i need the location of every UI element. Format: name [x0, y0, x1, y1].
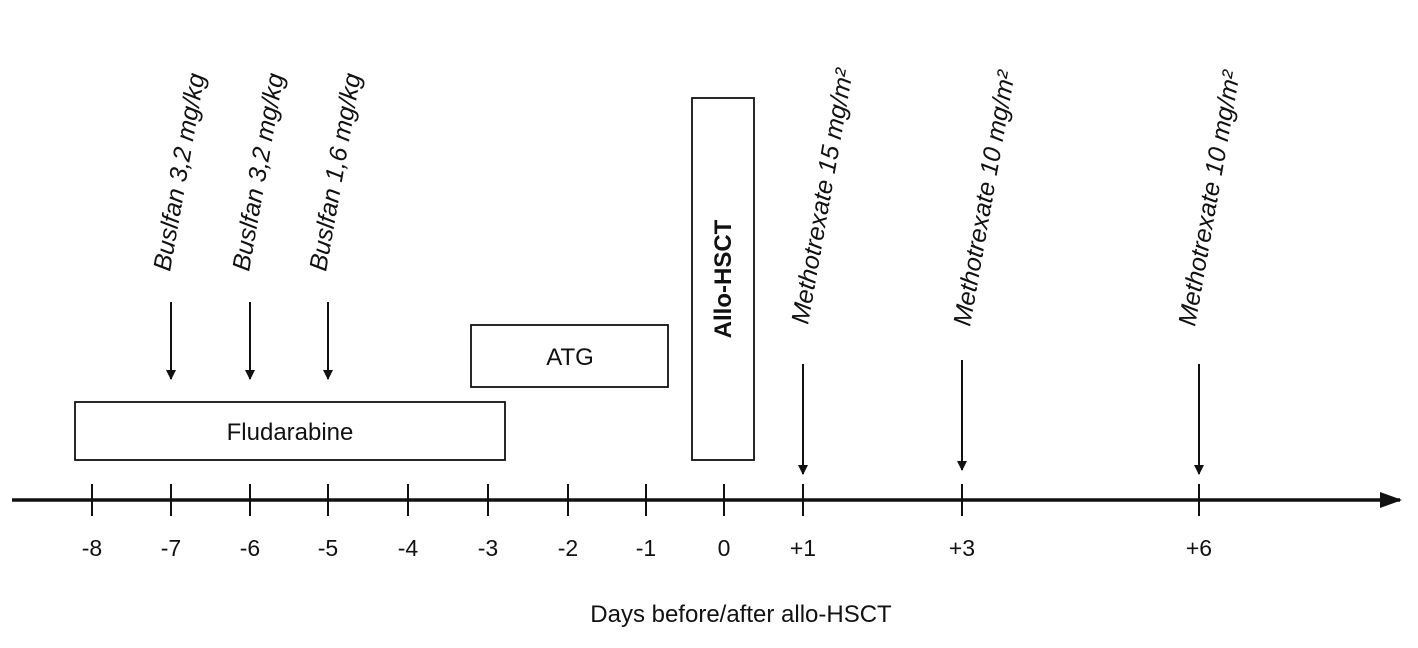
allo-hsct-box: Allo-HSCT [691, 97, 755, 461]
axis-title: Days before/after allo-HSCT [590, 601, 892, 628]
tick-label: +6 [1186, 535, 1212, 561]
busulfan-dose-label: Buslfan 3,2 mg/kg [227, 71, 289, 273]
allo-hsct-label: Allo-HSCT [710, 219, 737, 338]
tick-label: 0 [718, 535, 731, 561]
tick-label: +1 [790, 535, 816, 561]
methotrexate-dose-label: Methotrexate 10 mg/m² [948, 67, 1021, 328]
tick-label: -1 [636, 535, 656, 561]
tick-label: -4 [398, 535, 419, 561]
busulfan-dose-label: Buslfan 3,2 mg/kg [148, 71, 210, 273]
tick-label: -5 [318, 535, 338, 561]
tick-label: -3 [478, 535, 498, 561]
tick-marks [91, 484, 1200, 516]
tick-labels: -8 -7 -6 -5 -4 -3 -2 -1 0 +1 +3 +6 [82, 535, 1212, 561]
methotrexate-dose-label: Methotrexate 10 mg/m² [1173, 67, 1246, 328]
tick-label: -2 [558, 535, 578, 561]
atg-box: ATG [470, 324, 669, 388]
busulfan-dose-label: Buslfan 1,6 mg/kg [304, 71, 366, 273]
busulfan-arrows [166, 302, 333, 380]
tick-label: -8 [82, 535, 102, 561]
fludarabine-box: Fludarabine [74, 401, 506, 461]
fludarabine-label: Fludarabine [227, 419, 354, 446]
methotrexate-arrows [798, 360, 1204, 475]
methotrexate-dose-label: Methotrexate 15 mg/m² [786, 65, 859, 326]
atg-label: ATG [546, 344, 594, 371]
tick-label: -7 [161, 535, 181, 561]
tick-label: -6 [240, 535, 260, 561]
tick-label: +3 [949, 535, 975, 561]
